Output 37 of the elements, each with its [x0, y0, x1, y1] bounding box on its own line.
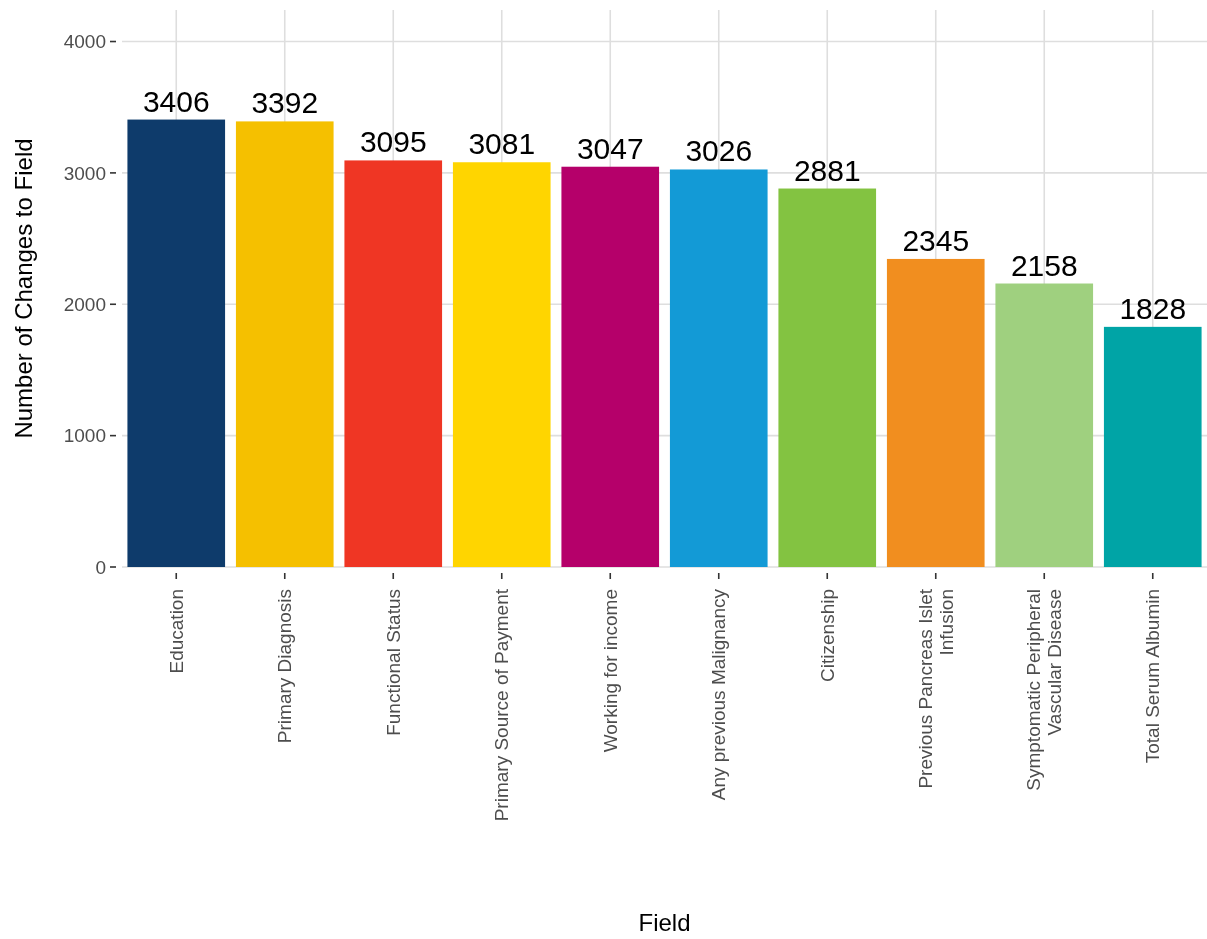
bar [995, 283, 1094, 567]
data-label: 2158 [1010, 248, 1078, 282]
data-label: 3026 [685, 134, 753, 168]
data-label: 3095 [359, 125, 427, 159]
y-tick-label: 1000 [63, 425, 106, 447]
bar [235, 121, 334, 567]
x-tick-label: Working for income [599, 589, 621, 753]
bar [561, 166, 660, 567]
data-label: 2881 [793, 153, 861, 187]
x-tick-label: Symptomatic Peripheral Vascular Disease [1023, 589, 1066, 791]
bar [778, 188, 877, 567]
bar [452, 162, 551, 567]
x-tick-label: Any previous Malignancy [708, 588, 730, 801]
data-label: 3406 [142, 84, 210, 118]
y-tick-label: 0 [95, 556, 106, 578]
x-tick-label: Previous Pancreas Islet Infusion [914, 588, 957, 789]
bar [127, 119, 226, 567]
y-axis-title: Number of Changes to Field [10, 138, 37, 439]
bar [669, 169, 768, 567]
y-tick-label: 2000 [63, 293, 106, 315]
data-label: 3081 [468, 127, 536, 161]
x-tick-label: Total Serum Albumin [1142, 589, 1164, 764]
x-tick-label: Citizenship [816, 589, 838, 682]
x-axis-title: Field [638, 909, 691, 936]
x-tick-label: Primary Diagnosis [274, 589, 296, 744]
bar [1103, 326, 1202, 567]
data-label: 3047 [576, 131, 644, 165]
bar [344, 160, 443, 567]
x-tick-label: Education [165, 589, 187, 674]
data-label: 1828 [1119, 291, 1187, 325]
x-tick-label: Primary Source of Payment [491, 588, 513, 822]
bar [886, 258, 985, 567]
x-tick-label: Functional Status [382, 589, 404, 736]
y-tick-label: 4000 [63, 31, 106, 53]
y-tick-label: 3000 [63, 162, 106, 184]
data-label: 2345 [902, 223, 970, 257]
data-label: 3392 [251, 86, 319, 120]
